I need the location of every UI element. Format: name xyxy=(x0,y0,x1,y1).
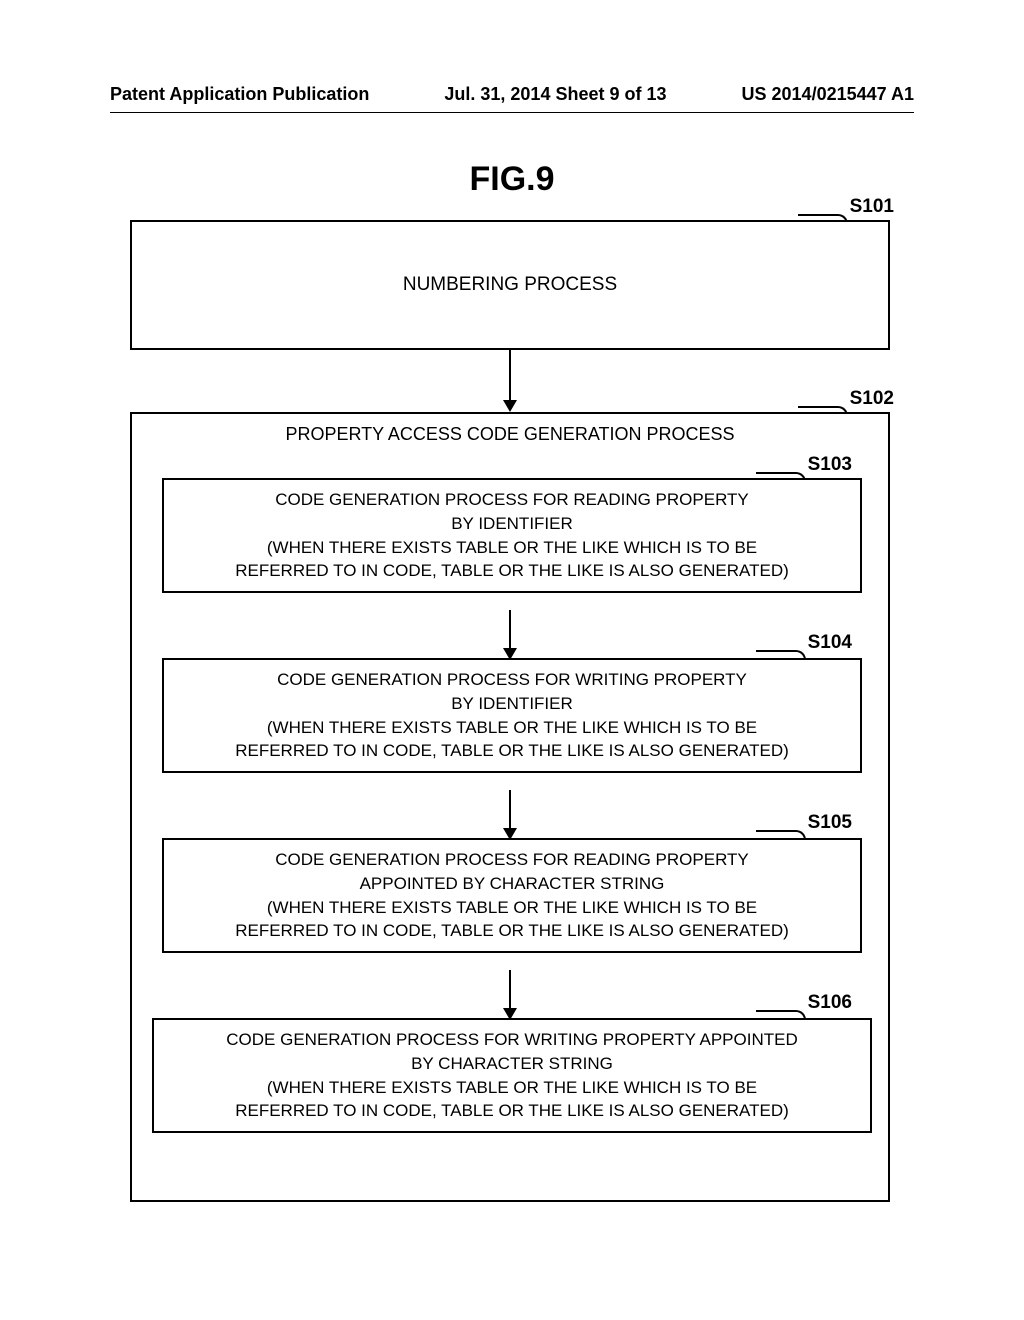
s103-line3: (WHEN THERE EXISTS TABLE OR THE LIKE WHI… xyxy=(267,538,757,557)
step-label-s102: S102 xyxy=(850,388,894,410)
arrow-s104-s105 xyxy=(509,790,511,838)
s106-line1: CODE GENERATION PROCESS FOR WRITING PROP… xyxy=(226,1030,797,1049)
step-label-s104: S104 xyxy=(808,632,852,654)
s106-line4: REFERRED TO IN CODE, TABLE OR THE LIKE I… xyxy=(235,1101,789,1120)
s106-line2: BY CHARACTER STRING xyxy=(411,1054,613,1073)
figure-title: FIG.9 xyxy=(0,160,1024,199)
step-label-s103: S103 xyxy=(808,454,852,476)
s105-line2: APPOINTED BY CHARACTER STRING xyxy=(360,874,665,893)
s104-line4: REFERRED TO IN CODE, TABLE OR THE LIKE I… xyxy=(235,741,789,760)
s105-line4: REFERRED TO IN CODE, TABLE OR THE LIKE I… xyxy=(235,921,789,940)
s106-line3: (WHEN THERE EXISTS TABLE OR THE LIKE WHI… xyxy=(267,1078,757,1097)
s104-line1: CODE GENERATION PROCESS FOR WRITING PROP… xyxy=(277,670,747,689)
s103-line4: REFERRED TO IN CODE, TABLE OR THE LIKE I… xyxy=(235,561,789,580)
s103-line1: CODE GENERATION PROCESS FOR READING PROP… xyxy=(275,490,749,509)
s103-line2: BY IDENTIFIER xyxy=(451,514,573,533)
step-label-s101: S101 xyxy=(850,196,894,218)
page-header: Patent Application Publication Jul. 31, … xyxy=(110,84,914,105)
arrow-s105-s106 xyxy=(509,970,511,1018)
step-label-s106: S106 xyxy=(808,992,852,1014)
s105-line1: CODE GENERATION PROCESS FOR READING PROP… xyxy=(275,850,749,869)
step-box-s104: CODE GENERATION PROCESS FOR WRITING PROP… xyxy=(162,658,862,773)
header-rule xyxy=(110,112,914,113)
header-center: Jul. 31, 2014 Sheet 9 of 13 xyxy=(444,84,666,105)
step-label-s105: S105 xyxy=(808,812,852,834)
step-text-s101: NUMBERING PROCESS xyxy=(403,272,617,299)
step-text-s102: PROPERTY ACCESS CODE GENERATION PROCESS xyxy=(130,424,890,445)
page: Patent Application Publication Jul. 31, … xyxy=(0,0,1024,1320)
header-left: Patent Application Publication xyxy=(110,84,369,105)
arrow-s101-s102 xyxy=(509,350,511,410)
step-box-s105: CODE GENERATION PROCESS FOR READING PROP… xyxy=(162,838,862,953)
header-right: US 2014/0215447 A1 xyxy=(742,84,914,105)
s104-line3: (WHEN THERE EXISTS TABLE OR THE LIKE WHI… xyxy=(267,718,757,737)
s105-line3: (WHEN THERE EXISTS TABLE OR THE LIKE WHI… xyxy=(267,898,757,917)
step-box-s101: NUMBERING PROCESS xyxy=(130,220,890,350)
step-box-s106: CODE GENERATION PROCESS FOR WRITING PROP… xyxy=(152,1018,872,1133)
s104-line2: BY IDENTIFIER xyxy=(451,694,573,713)
arrow-s103-s104 xyxy=(509,610,511,658)
step-box-s103: CODE GENERATION PROCESS FOR READING PROP… xyxy=(162,478,862,593)
